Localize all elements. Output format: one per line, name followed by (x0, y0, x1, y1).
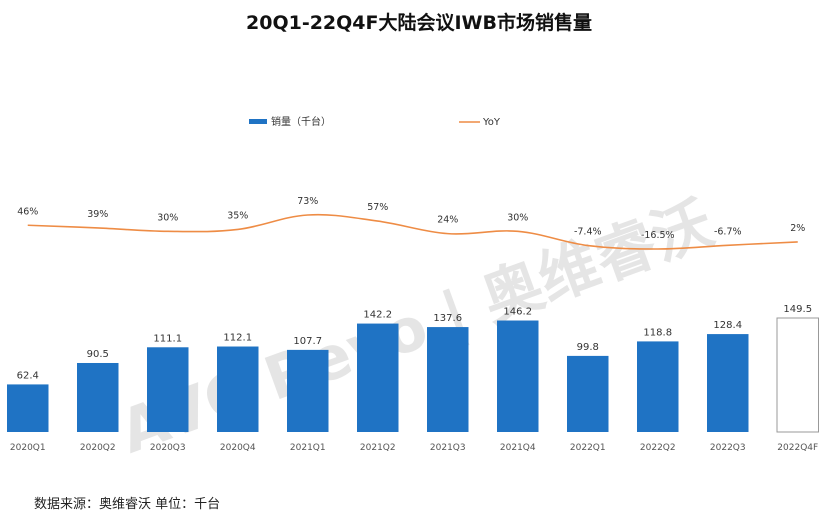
yoy-label-2020Q3: 30% (157, 212, 178, 223)
bar-2021Q3 (427, 327, 469, 432)
bar-2020Q3 (147, 347, 189, 432)
category-label-2022Q4F: 2022Q4F (777, 443, 818, 453)
yoy-label-2020Q2: 39% (87, 209, 108, 220)
yoy-label-2021Q4: 30% (507, 212, 528, 223)
yoy-label-2020Q4: 35% (227, 210, 248, 221)
category-label-2022Q2: 2022Q2 (640, 443, 676, 453)
category-axis: 2020Q1 2020Q2 2020Q3 2020Q4 2021Q1 2021Q2 2021… (10, 443, 818, 453)
data-source-note: 数据来源：奥维睿沃 单位：千台 (34, 497, 221, 512)
bar-label-2022Q1: 99.8 (577, 342, 599, 353)
bar-label-2022Q3: 128.4 (713, 320, 742, 331)
legend-label-line: YoY (482, 117, 501, 128)
bar-value-labels: 62.4 90.5 111.1 112.1 107.7 142.2 137.6 146.2 99… (17, 304, 812, 381)
bar-label-2020Q3: 111.1 (153, 333, 182, 344)
category-label-2021Q3: 2021Q3 (430, 443, 466, 453)
yoy-label-2022Q2: -16.5% (641, 230, 675, 241)
category-label-2022Q1: 2022Q1 (570, 443, 606, 453)
bar-label-2020Q2: 90.5 (87, 349, 109, 360)
yoy-value-labels: 46% 39% 30% 35% 73% 57% 24% 30% -7.4% -16.5% -6.7%… (17, 196, 805, 241)
category-label-2020Q3: 2020Q3 (150, 443, 186, 453)
bar-2021Q2 (357, 323, 399, 432)
yoy-label-2022Q1: -7.4% (574, 227, 602, 238)
category-label-2021Q2: 2021Q2 (360, 443, 396, 453)
bar-2021Q1 (287, 349, 329, 432)
category-label-2020Q1: 2020Q1 (10, 443, 46, 453)
yoy-label-2021Q2: 57% (367, 202, 388, 213)
chart-title: 20Q1-22Q4F大陆会议IWB市场销售量 (246, 11, 592, 34)
bar-label-2021Q2: 142.2 (363, 310, 392, 321)
legend-swatch-bar (249, 119, 267, 124)
category-label-2021Q4: 2021Q4 (500, 443, 536, 453)
bar-2022Q3 (707, 334, 749, 432)
bar-series (7, 317, 819, 433)
yoy-label-2022Q4F: 2% (790, 223, 805, 234)
bar-label-2020Q1: 62.4 (17, 370, 39, 381)
bar-label-2021Q4: 146.2 (503, 307, 532, 318)
watermark-text: AVC Revo | 奥维睿沃 (111, 188, 722, 467)
yoy-label-2021Q1: 73% (297, 196, 318, 207)
yoy-label-2020Q1: 46% (17, 206, 38, 217)
bar-2022Q1 (567, 355, 609, 432)
bar-label-2021Q3: 137.6 (433, 313, 462, 324)
yoy-label-2022Q3: -6.7% (714, 226, 742, 237)
bar-2022Q4F (776, 317, 819, 433)
bar-2022Q2 (637, 341, 679, 432)
category-label-2021Q1: 2021Q1 (290, 443, 326, 453)
bar-2020Q1 (7, 384, 49, 432)
bar-label-2022Q2: 118.8 (643, 327, 672, 338)
legend: 销量（千台） YoY (249, 115, 501, 128)
category-label-2020Q4: 2020Q4 (220, 443, 256, 453)
yoy-line (27, 213, 798, 250)
bar-2020Q2 (77, 362, 119, 432)
bar-label-2022Q4F: 149.5 (783, 304, 812, 315)
bar-label-2021Q1: 107.7 (293, 336, 322, 347)
category-label-2020Q2: 2020Q2 (80, 443, 116, 453)
legend-label-bar: 销量（千台） (271, 115, 331, 128)
bar-2020Q4 (217, 346, 259, 432)
watermark: AVC Revo | 奥维睿沃 (111, 188, 722, 467)
yoy-label-2021Q3: 24% (437, 215, 458, 226)
bar-2021Q4 (497, 320, 539, 432)
category-label-2022Q3: 2022Q3 (710, 443, 746, 453)
bar-label-2020Q4: 112.1 (223, 333, 252, 344)
yoy-series (27, 213, 798, 250)
